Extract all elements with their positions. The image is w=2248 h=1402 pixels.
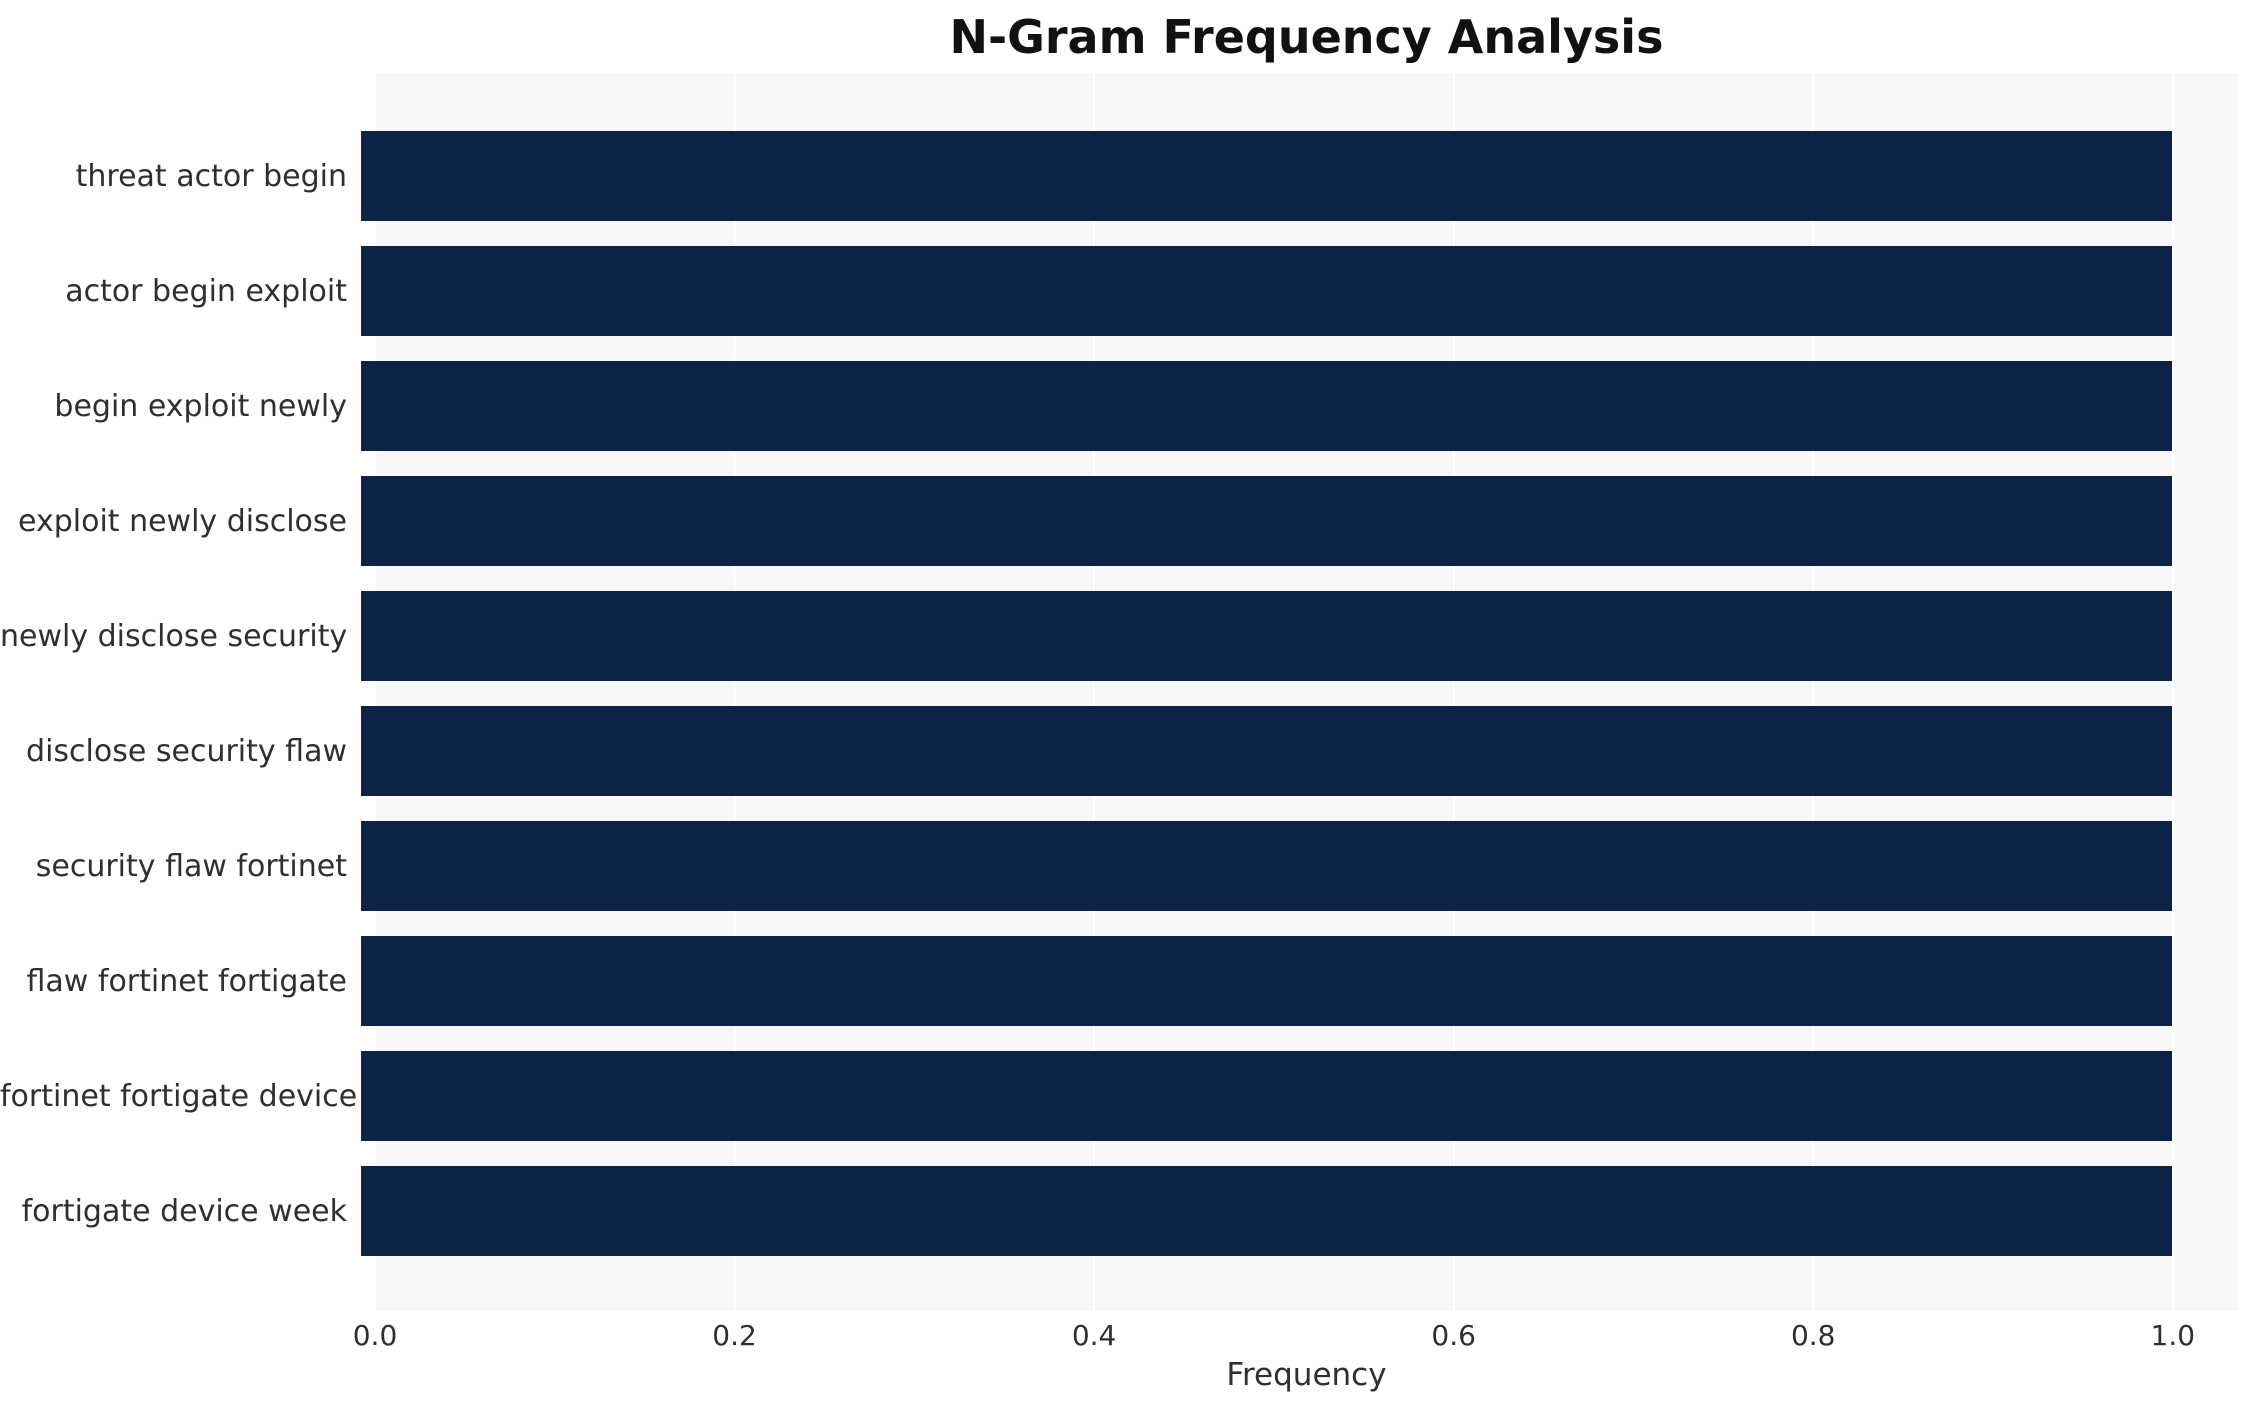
bar-track (361, 936, 2238, 1026)
x-tick-label: 0.0 (352, 1319, 398, 1352)
x-tick-label: 1.0 (2150, 1319, 2196, 1352)
bar-row: fortigate device week (0, 1166, 2248, 1256)
category-label: security flaw fortinet (35, 848, 347, 884)
bar-row: flaw fortinet fortigate (0, 936, 2248, 1026)
bar-track (361, 361, 2238, 451)
bar-row: fortinet fortigate device (0, 1051, 2248, 1141)
bar (361, 476, 2173, 566)
x-axis-label: Frequency (1226, 1357, 1387, 1393)
bar (361, 821, 2173, 911)
bar-track (361, 1051, 2238, 1141)
bar (361, 1051, 2173, 1141)
bar-row: disclose security flaw (0, 706, 2248, 796)
bar-row: security flaw fortinet (0, 821, 2248, 911)
gridline (374, 73, 376, 1311)
bar-track (361, 476, 2238, 566)
bar-track (361, 706, 2238, 796)
bar-track (361, 1166, 2238, 1256)
bar-track (361, 246, 2238, 336)
x-axis-ticks: 0.0 0.2 0.4 0.6 0.8 1.0 (353, 1311, 2238, 1357)
bar (361, 591, 2173, 681)
category-label: begin exploit newly (54, 388, 347, 424)
category-label: actor begin exploit (65, 273, 347, 309)
bar-row: begin exploit newly (0, 361, 2248, 451)
bar (361, 131, 2173, 221)
x-tick-label: 0.6 (1431, 1319, 1476, 1352)
category-label: threat actor begin (75, 158, 347, 194)
bar-row: exploit newly disclose (0, 476, 2248, 566)
bar (361, 361, 2173, 451)
bar-track (361, 821, 2238, 911)
bar (361, 706, 2173, 796)
bar-track (361, 131, 2238, 221)
bar-track (361, 591, 2238, 681)
category-label: fortinet fortigate device (0, 1078, 358, 1114)
bar-row: actor begin exploit (0, 246, 2248, 336)
gridline (1093, 73, 1096, 1311)
x-tick-label: 0.4 (1071, 1319, 1117, 1352)
chart-title: N-Gram Frequency Analysis (949, 9, 1664, 64)
gridline (2171, 73, 2174, 1311)
category-label: newly disclose security (0, 618, 348, 654)
category-label: fortigate device week (21, 1193, 347, 1229)
bar (361, 1166, 2173, 1256)
bar-row: threat actor begin (0, 131, 2248, 221)
gridline (1812, 73, 1815, 1311)
bar-row: newly disclose security (0, 591, 2248, 681)
bar (361, 246, 2173, 336)
bar-chart: threat actor begin actor begin exploit beg… (0, 73, 2248, 1311)
category-label: disclose security flaw (26, 733, 347, 769)
category-label: flaw fortinet fortigate (26, 963, 347, 999)
category-label: exploit newly disclose (18, 503, 347, 539)
gridline (1452, 73, 1455, 1311)
gridline (733, 73, 736, 1311)
x-tick-label: 0.8 (1790, 1319, 1836, 1352)
x-tick-label: 0.2 (712, 1319, 757, 1352)
bars-area: threat actor begin actor begin exploit beg… (0, 73, 2248, 1311)
bar (361, 936, 2173, 1026)
